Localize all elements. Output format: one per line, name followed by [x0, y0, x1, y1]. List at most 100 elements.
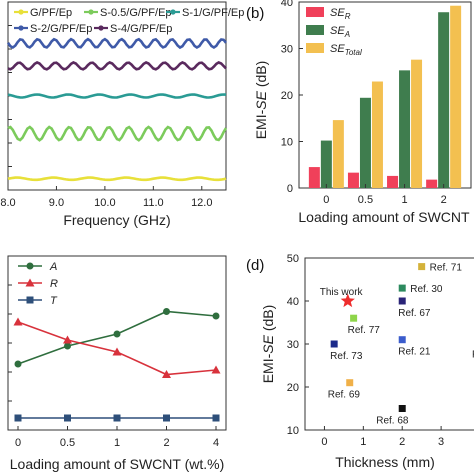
point-7 [346, 379, 354, 387]
panel-b-y-tick-label: 30 [281, 44, 293, 56]
point-4 [350, 314, 358, 322]
panel-c-x-tick-label: 1 [114, 437, 120, 449]
panel-d-letter: (d) [246, 257, 264, 274]
legend-label-1: S-0.5/G/PF/Ep [100, 7, 172, 19]
point-A-3 [163, 308, 170, 315]
panel-b-x-tick-label: 2 [441, 194, 447, 206]
panel-b-x-axis-label: Loading amount of SWCNT [298, 209, 470, 225]
point-A-1 [64, 342, 71, 350]
point-T-1 [64, 414, 71, 422]
legend-marker-3 [18, 25, 24, 31]
bar-SE_A-3 [438, 12, 450, 189]
panel-b-x-tick-label: 0 [323, 194, 329, 206]
panel-a-x-tick-label: 10.0 [94, 197, 115, 209]
panel-d-x-tick-label: 3 [438, 436, 444, 448]
panel-a-emi-vs-frequency: G/PF/Ep S-0.5/G/PF/Ep S-1/G/PF/Ep S-2/G/PF/… [0, 1, 244, 228]
panel-c-legend: ART [18, 261, 58, 307]
panel-d-comparison: (d) 10 20 30 40 50 0 1 2 3 This work Ref. 71 Ref.… [246, 253, 474, 470]
point-this-work-star [340, 293, 355, 308]
point-R-1 [63, 335, 72, 344]
point-T-2 [113, 414, 121, 422]
panel-d-y-tick-label: 20 [287, 382, 299, 394]
legend-swatch-SE_A [306, 25, 324, 35]
point-label-4: Ref. 77 [348, 325, 381, 336]
panel-d-y-axis-label: EMI-SE (dB) [260, 305, 276, 384]
series-line-0 [7, 176, 227, 182]
panel-c-x-axis-label: Loading amount of SWCNT (wt.%) [10, 456, 225, 472]
legend-label-SE_Total: SETotal [330, 43, 362, 57]
series-line-1 [7, 125, 228, 142]
panel-b-y-tick-label: 20 [281, 90, 293, 102]
bar-SE_Total-2 [411, 59, 423, 188]
panel-a-x-axis-label: Frequency (GHz) [63, 212, 170, 228]
legend-swatch-SE_Total [306, 43, 324, 53]
panel-a-x-tick-label: 11.0 [143, 197, 164, 209]
panel-c-x-tick-label: 4 [213, 437, 219, 449]
point-A-0 [14, 360, 22, 368]
legend-label-4: S-4/G/PF/Ep [110, 23, 172, 35]
point-T-3 [163, 414, 170, 422]
panel-d-x-axis-label: Thickness (mm) [335, 454, 435, 470]
panel-d-x-tick-label: 1 [360, 436, 366, 448]
point-R-0 [13, 317, 23, 326]
bar-SE_A-1 [359, 97, 371, 188]
legend-marker-4 [98, 25, 104, 31]
legend-label-R: R [50, 278, 58, 290]
panel-b-letter: (b) [246, 5, 264, 22]
legend-swatch-SE_R [306, 7, 324, 17]
point-T-0 [14, 414, 22, 422]
bar-SE_R-3 [426, 179, 438, 188]
panel-b-legend: SER SEA SETotal [306, 7, 362, 57]
bar-SE_A-0 [320, 140, 332, 188]
point-3 [398, 297, 406, 305]
bar-SE_R-2 [387, 175, 399, 188]
legend-marker-A [26, 262, 34, 270]
point-label-7: Ref. 69 [328, 390, 361, 401]
panel-a-x-tick-label: 12.0 [191, 197, 212, 209]
panel-b-x-tick-label: 1 [401, 194, 407, 206]
bar-SE_Total-1 [371, 81, 383, 188]
panel-b-x-tick-label: 0.5 [358, 194, 373, 206]
series-line-A [17, 310, 217, 365]
legend-label-2: S-1/G/PF/Ep [182, 7, 244, 19]
legend-label-A: A [49, 261, 57, 273]
point-label-2: Ref. 30 [410, 284, 443, 295]
panel-a-x-tick-label: 8.0 [0, 197, 15, 209]
legend-label-SE_A: SEA [330, 25, 350, 39]
panel-b-y-axis-label: EMI-SE (dB) [253, 61, 269, 140]
point-A-4 [212, 312, 220, 320]
point-T-4 [212, 414, 220, 422]
series-line-3 [6, 37, 228, 50]
series-line-2 [7, 93, 227, 99]
point-8 [398, 405, 406, 412]
point-label-3: Ref. 67 [398, 308, 431, 319]
point-5 [398, 336, 406, 344]
point-label-9: R [472, 350, 474, 361]
panel-b-se-bars: (b) 0 10 20 30 40 0 0.5 1 2 SER SEA SETotal Loadi… [246, 0, 472, 225]
legend-marker-R [25, 278, 35, 287]
panel-d-y-tick-label: 50 [287, 253, 299, 265]
legend-marker-0 [18, 9, 24, 15]
panel-c-frame [7, 255, 227, 431]
legend-marker-1 [88, 9, 94, 15]
point-R-2 [112, 347, 122, 356]
point-A-2 [113, 330, 121, 338]
panel-d-x-tick-label: 2 [399, 436, 405, 448]
point-label-0: This work [320, 287, 364, 298]
panel-b-y-tick-label: 10 [281, 137, 293, 149]
series-line-4 [7, 61, 227, 71]
legend-label-0: G/PF/Ep [30, 7, 72, 19]
panel-d-y-tick-label: 30 [287, 339, 299, 351]
bar-SE_Total-0 [332, 120, 344, 188]
panel-c-x-tick-label: 2 [163, 437, 169, 449]
point-label-6: Ref. 73 [330, 351, 363, 362]
panel-d-y-tick-label: 10 [287, 425, 299, 437]
point-label-1: Ref. 71 [430, 263, 463, 274]
legend-marker-2 [170, 9, 176, 15]
point-label-8: Ref. 68 [376, 416, 409, 427]
bar-SE_A-2 [399, 70, 411, 188]
legend-label-3: S-2/G/PF/Ep [30, 23, 92, 35]
panel-c-x-tick-label: 0.5 [60, 437, 75, 449]
bar-SE_Total-3 [450, 5, 462, 188]
